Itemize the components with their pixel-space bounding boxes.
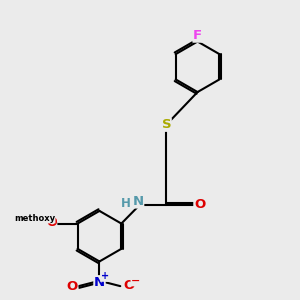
Text: N: N [94, 276, 105, 289]
Text: −: − [131, 276, 140, 286]
Text: S: S [161, 118, 171, 131]
Text: methoxy: methoxy [14, 214, 55, 223]
Text: O: O [194, 199, 205, 212]
Text: O: O [46, 216, 57, 229]
Text: F: F [193, 29, 202, 42]
Text: O: O [123, 279, 134, 292]
Text: O: O [67, 280, 78, 292]
Text: +: + [101, 271, 109, 281]
Text: H: H [121, 197, 131, 210]
Text: N: N [133, 195, 144, 208]
